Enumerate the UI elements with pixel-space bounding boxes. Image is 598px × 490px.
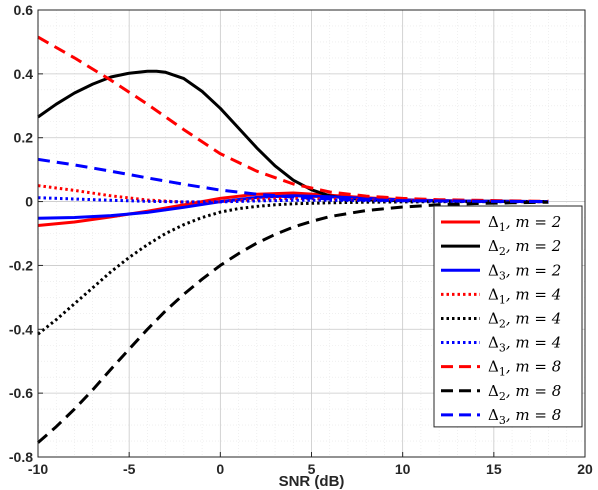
legend-label: Δ1, m = 8 bbox=[488, 358, 561, 379]
y-tick-label: 0.2 bbox=[14, 130, 34, 146]
y-tick-label: -0.4 bbox=[9, 321, 33, 337]
legend-label: Δ3, m = 4 bbox=[488, 334, 561, 355]
legend-label: Δ3, m = 2 bbox=[488, 261, 561, 282]
y-tick-label: 0.4 bbox=[14, 66, 34, 82]
x-tick-label: 10 bbox=[395, 461, 411, 477]
y-tick-label: 0 bbox=[25, 194, 33, 210]
y-tick-label: -0.2 bbox=[9, 257, 33, 273]
x-axis-label: SNR (dB) bbox=[279, 473, 345, 490]
x-tick-label: 15 bbox=[486, 461, 502, 477]
legend-label: Δ1, m = 4 bbox=[488, 285, 561, 306]
x-tick-label: -10 bbox=[28, 461, 48, 477]
legend-label: Δ2, m = 8 bbox=[488, 382, 561, 403]
legend-label: Δ3, m = 8 bbox=[488, 406, 561, 427]
y-tick-label: -0.6 bbox=[9, 385, 33, 401]
legend-label: Δ2, m = 2 bbox=[488, 237, 561, 258]
tick-layer: -10 -5 0 5 10 15 20 -0.8 -0.6 -0.4 -0.2 0 0.2 0.4 0.6 bbox=[9, 2, 593, 477]
y-tick-label: -0.8 bbox=[9, 449, 33, 465]
legend-label: Δ2, m = 4 bbox=[488, 309, 561, 330]
legend: Δ1, m = 2 Δ2, m = 2 Δ3, m = 2 Δ1, m = 4 Δ2, … bbox=[433, 205, 583, 428]
series-line-8 bbox=[37, 200, 549, 444]
x-tick-label: -5 bbox=[123, 461, 136, 477]
series-line-5 bbox=[37, 200, 549, 336]
x-tick-label: 5 bbox=[308, 461, 316, 477]
legend-label: Δ1, m = 2 bbox=[488, 213, 561, 234]
legend-box bbox=[433, 205, 583, 428]
y-tick-label: 0.6 bbox=[14, 2, 34, 18]
series-layer bbox=[37, 35, 549, 444]
series-line-9 bbox=[37, 157, 549, 204]
x-tick-label: 0 bbox=[216, 461, 224, 477]
x-tick-label: 20 bbox=[577, 461, 593, 477]
